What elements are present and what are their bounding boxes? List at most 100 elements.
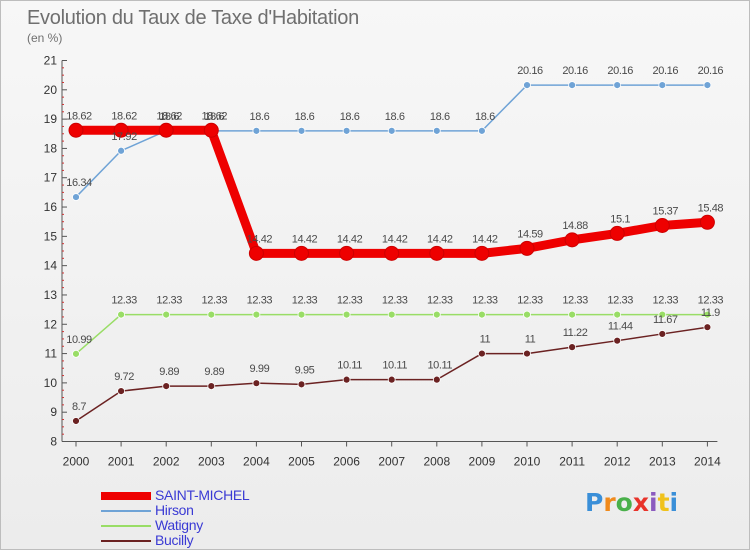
data-point [387,310,396,319]
chart-subtitle: (en %) [27,31,63,45]
data-label: 18.6 [385,111,405,123]
x-tick-label: 2002 [153,455,180,469]
data-label: 18.6 [295,111,315,123]
legend-label: Watigny [155,517,203,533]
data-label: 12.33 [698,295,724,307]
data-point [72,417,80,425]
proxiti-logo: Proxiti [585,488,678,517]
data-label: 18.6 [475,111,495,123]
data-point [703,81,712,90]
data-point [342,375,351,384]
y-tick-label: 18 [44,141,58,155]
data-point [72,349,80,358]
data-point [248,245,264,261]
data-label: 17.92 [111,131,137,143]
data-point [703,323,712,332]
data-point [117,387,125,395]
data-label: 11.67 [653,314,678,326]
data-point [297,380,306,389]
legend-swatch [101,492,151,500]
data-label: 14.42 [472,233,498,245]
data-label: 18.62 [156,110,182,122]
x-tick-label: 2005 [288,455,315,469]
data-label: 14.59 [517,228,543,240]
legend-item: Hirson [101,502,321,518]
data-label: 20.16 [562,65,588,77]
data-label: 11.22 [563,327,588,339]
data-point [699,214,715,230]
data-label: 15.48 [698,202,724,214]
data-label: 12.33 [337,295,363,307]
x-tick-label: 2006 [333,455,360,469]
y-tick-label: 13 [44,288,58,302]
data-label: 14.42 [247,233,273,245]
data-label: 11 [480,334,491,346]
data-point [477,310,486,319]
data-point [519,240,535,256]
legend-label: Bucilly [155,532,194,548]
data-label: 11.44 [608,321,633,333]
data-point [387,375,396,384]
data-point [523,81,531,90]
data-label: 8.7 [72,401,86,413]
data-label: 14.42 [337,233,363,245]
data-label: 18.62 [66,110,92,122]
data-label: 12.33 [472,295,498,307]
x-tick-label: 2007 [378,455,405,469]
data-label: 14.42 [292,233,318,245]
data-point [384,245,400,261]
data-label: 11.9 [701,307,720,319]
x-tick-label: 2009 [469,455,496,469]
data-point [203,122,219,138]
data-label: 9.89 [159,366,179,378]
data-label: 18.6 [430,111,450,123]
data-point [297,310,306,319]
data-point [613,81,622,90]
data-point [432,375,441,384]
data-point [658,81,667,90]
y-tick-label: 10 [44,376,58,390]
data-label: 18.62 [202,110,228,122]
legend-item: Bucilly [101,532,321,548]
data-point [342,310,351,319]
data-point [72,193,80,201]
data-label: 18.6 [159,111,179,123]
data-point [477,349,486,358]
data-point [297,126,306,135]
logo-letter: i [649,488,658,517]
data-point [68,122,84,138]
x-tick-label: 2014 [694,455,721,469]
data-point [429,245,445,261]
x-tick-label: 2003 [198,455,225,469]
y-tick-label: 15 [44,229,58,243]
data-label: 18.6 [249,111,269,123]
logo-letter: r [603,488,616,517]
x-tick-label: 2004 [243,455,270,469]
data-label: 12.33 [607,295,633,307]
legend-item: Watigny [101,517,321,533]
data-label: 10.11 [337,360,362,372]
data-label: 12.33 [562,295,588,307]
x-tick-label: 2013 [649,455,676,469]
data-label: 9.89 [204,366,224,378]
data-label: 18.6 [204,111,224,123]
data-label: 12.33 [292,295,318,307]
data-point [207,310,216,319]
data-label: 10.11 [382,360,407,372]
x-tick-label: 2008 [423,455,450,469]
data-label: 15.37 [653,206,679,218]
data-point [207,382,216,391]
data-label: 14.88 [562,220,588,232]
x-tick-label: 2001 [108,455,135,469]
data-label: 11 [525,334,536,346]
data-label: 12.33 [156,295,182,307]
data-point [658,310,667,319]
logo-letter: o [615,488,633,517]
data-label: 12.33 [382,295,408,307]
data-label: 9.72 [114,371,134,383]
data-label: 12.33 [427,295,453,307]
data-point [387,126,396,135]
data-label: 12.33 [517,295,543,307]
y-tick-label: 20 [44,83,58,97]
data-point [564,232,580,248]
